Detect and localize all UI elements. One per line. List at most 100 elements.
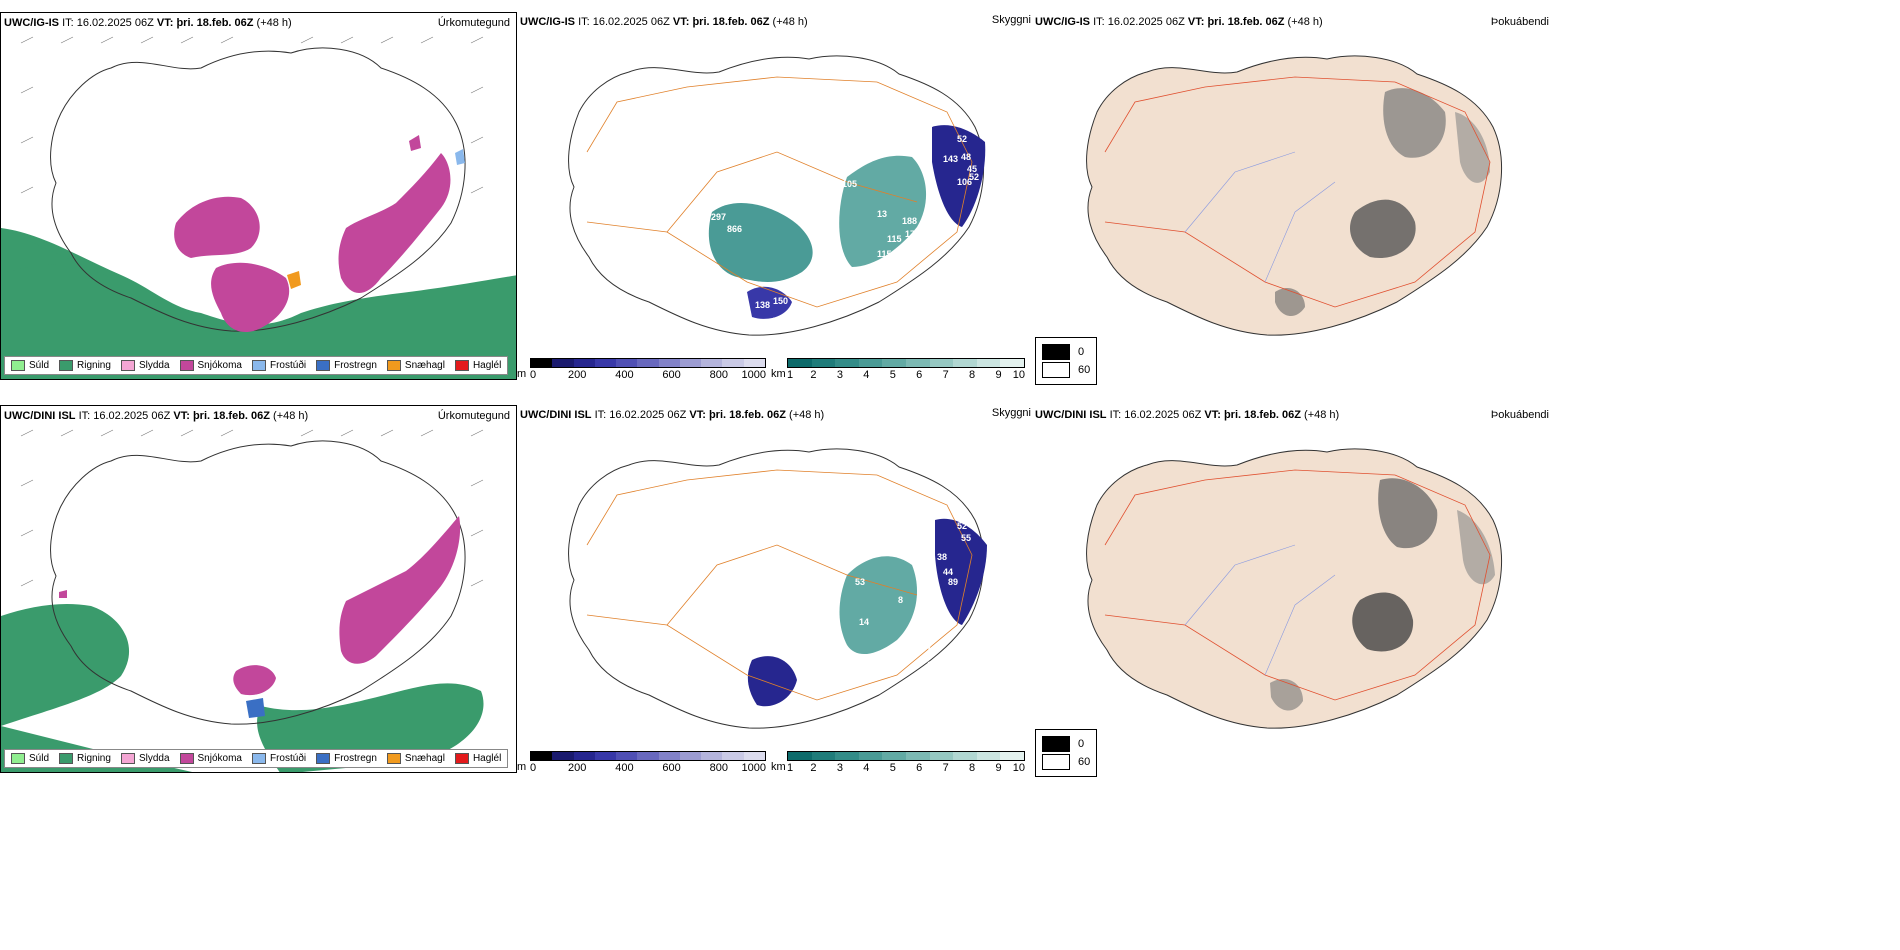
legend-swatch <box>59 360 74 371</box>
fog-legend-row: 0 <box>1042 344 1090 360</box>
ceiling-value-label: 389 <box>691 234 706 244</box>
colorbar-segment <box>722 752 744 760</box>
colorbar-tick: 10 <box>1012 369 1025 381</box>
legend-item: Frostregn <box>316 753 377 764</box>
colorbar-segment <box>835 359 859 367</box>
legend-swatch <box>386 753 401 764</box>
colorbar-tick: 200 <box>568 369 587 381</box>
ceiling-value-label: 197 <box>879 262 894 272</box>
legend-label: Snæhagl <box>404 753 445 764</box>
colorbar-segment <box>811 752 836 760</box>
colorbar-tick: 800 <box>709 369 728 381</box>
precip-type-panel-row1: UWC/IG-IS IT: 16.02.2025 06Z VT: þri. 18… <box>0 12 517 380</box>
fog-legend-swatch <box>1042 754 1070 770</box>
snow-area <box>59 590 67 598</box>
legend-item: Súld <box>11 360 49 371</box>
ceiling-value-label: 77 <box>917 527 927 537</box>
fog-legend-row2: 0 60 <box>1035 729 1098 777</box>
freezing-drizzle-area <box>455 149 465 165</box>
legend-label: Frostregn <box>334 753 377 764</box>
ceiling-value-label: 124 <box>929 224 944 234</box>
visibility-map-row2: 7077525544893828531485437608338566865562… <box>568 448 987 745</box>
colorbar-segment <box>573 752 595 760</box>
colorbar-segment <box>616 752 638 760</box>
ceiling-value-label: 32 <box>917 129 927 139</box>
ceiling-value-label: 37 <box>922 642 932 652</box>
snow-area <box>338 153 451 293</box>
ceiling-value-label: 48 <box>961 152 971 162</box>
legend-label: Slydda <box>138 753 170 764</box>
ceiling-value-label: 56 <box>751 715 761 725</box>
colorbar-tick: 1000 <box>741 369 766 381</box>
ceiling-value-label: 10 <box>802 289 812 299</box>
legend-swatch <box>316 360 331 371</box>
header-row2-visibility: UWC/DINI ISL IT: 16.02.2025 06Z VT: þri.… <box>520 409 825 421</box>
ceiling-value-label: 60 <box>927 660 937 670</box>
legend-swatch <box>179 753 194 764</box>
ceiling-value-label: 866 <box>727 224 742 234</box>
legend-swatch <box>316 753 331 764</box>
wind-barbs <box>20 36 484 194</box>
colorbar-segment <box>976 359 1001 367</box>
ceiling-value-label: 150 <box>773 296 788 306</box>
colorbar-tick: 1000 <box>741 762 766 774</box>
ceiling-colorbar-row2: 0 200 400 600 800 1000 m <box>517 751 766 775</box>
legend-item: Súld <box>11 753 49 764</box>
colorbar-tick: 2 <box>810 762 817 774</box>
fog-area <box>1455 112 1490 183</box>
legend-swatch <box>179 360 194 371</box>
legend-item: Frostregn <box>316 360 377 371</box>
ceiling-value-label: 13 <box>877 209 887 219</box>
fog-area <box>1457 510 1495 585</box>
fog-area <box>1270 679 1303 711</box>
ceiling-value-label: 33 <box>828 620 838 630</box>
legend-item: Snæhagl <box>386 360 445 371</box>
header-row2-fog: UWC/DINI ISL IT: 16.02.2025 06Z VT: þri.… <box>1035 409 1340 421</box>
precip-type-title-row1: Úrkomutegund <box>437 17 510 29</box>
colorbar-segment <box>882 359 906 367</box>
fog-legend-swatch <box>1042 362 1070 378</box>
colorbar-tick: 5 <box>889 369 896 381</box>
legend-item: Slydda <box>120 753 170 764</box>
legend-label: Haglél <box>472 753 502 764</box>
precip-type-legend-row1: Súld Rigning Slydda Snjókoma Frostúði Frostre… <box>4 356 509 375</box>
legend-item: Snæhagl <box>386 753 445 764</box>
visibility-low-area <box>708 202 813 282</box>
ceiling-value-label: 105 <box>842 179 857 189</box>
ceiling-value-label: 26 <box>763 735 773 745</box>
colorbar-segment <box>929 359 954 367</box>
legend-swatch <box>11 753 25 764</box>
iceland-outline <box>50 47 466 332</box>
legend-label: Rigning <box>77 753 111 764</box>
legend-label: Rigning <box>77 360 111 371</box>
colorbar-tick: 400 <box>615 369 634 381</box>
colorbar-segment <box>594 359 617 367</box>
roads <box>586 469 973 701</box>
ceiling-value-label: 24 <box>902 256 912 266</box>
ice-pellets-area <box>287 271 301 289</box>
ceiling-value-label: 115 <box>887 234 902 244</box>
colorbar-segment <box>788 359 812 367</box>
colorbar-segment <box>858 359 883 367</box>
ceiling-value-label: 143 <box>943 154 958 164</box>
snow-area <box>339 516 461 664</box>
colorbar-segment <box>835 752 859 760</box>
fog-area <box>1352 592 1414 652</box>
fog-index-title-row1: Þokuábendi <box>1490 16 1549 28</box>
visibility-title-row2: Skyggni <box>991 407 1031 419</box>
colorbar-segment <box>552 359 574 367</box>
ceiling-value-label: 211 <box>897 116 912 126</box>
ceiling-low-area <box>747 656 797 707</box>
colorbar-tick: 6 <box>916 762 923 774</box>
colorbar-tick: 400 <box>615 762 634 774</box>
ceiling-value-label: 83 <box>867 655 877 665</box>
visibility-panel-row1: 30 96 211 167 32 52 143 48 45 52 106 105 13 115 188 173… <box>517 12 1035 381</box>
colorbar-tick: 200 <box>568 762 587 774</box>
legend-item: Rigning <box>59 360 111 371</box>
colorbar-segment <box>953 359 977 367</box>
colorbar-segment <box>616 359 638 367</box>
legend-label: Snjókoma <box>197 753 242 764</box>
ceiling-value-label: 8 <box>898 595 903 605</box>
ceiling-value-label: 138 <box>755 300 770 310</box>
